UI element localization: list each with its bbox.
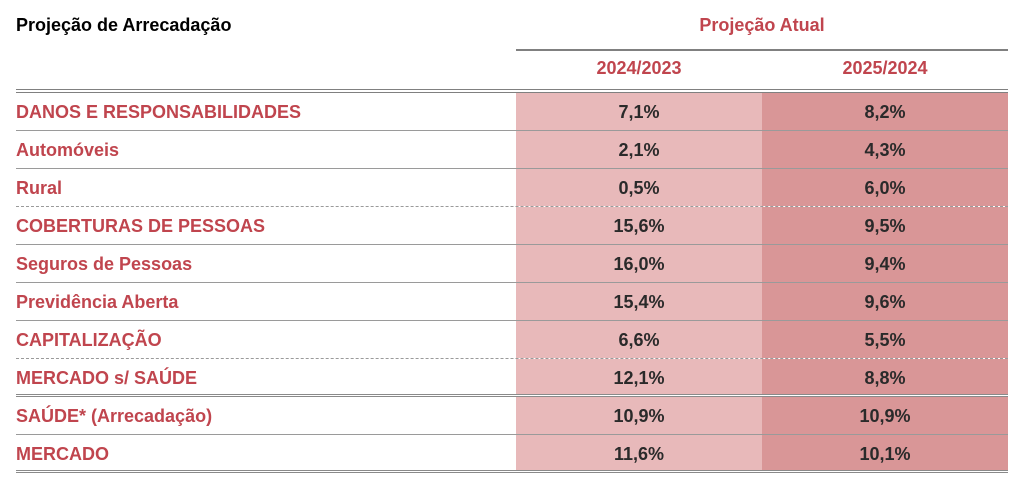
group-header-rule <box>516 49 1008 51</box>
cell-2024-2023: 16,0% <box>516 245 762 282</box>
cell-2024-2023: 0,5% <box>516 169 762 206</box>
table-row: DANOS E RESPONSABILIDADES 7,1% 8,2% <box>16 93 1008 131</box>
table-row: Seguros de Pessoas 16,0% 9,4% <box>16 245 1008 283</box>
cell-2024-2023: 10,9% <box>516 397 762 434</box>
cell-2024-2023: 15,4% <box>516 283 762 320</box>
cell-2024-2023: 2,1% <box>516 131 762 168</box>
cell-2025-2024: 4,3% <box>762 131 1008 168</box>
column-header-2024-2023: 2024/2023 <box>596 58 682 78</box>
cell-2025-2024: 10,9% <box>762 397 1008 434</box>
row-label: Automóveis <box>16 140 120 160</box>
cell-2024-2023: 6,6% <box>516 321 762 358</box>
row-label: Previdência Aberta <box>16 292 179 312</box>
table-body: DANOS E RESPONSABILIDADES 7,1% 8,2% Automóv… <box>16 93 1008 473</box>
header-rule-second <box>16 92 1008 93</box>
table-row: MERCADO s/ SAÚDE 12,1% 8,8% <box>16 359 1008 397</box>
cell-2024-2023: 11,6% <box>516 435 762 470</box>
row-label: COBERTURAS DE PESSOAS <box>16 216 266 236</box>
table-row: Rural 0,5% 6,0% <box>16 169 1008 207</box>
cell-2025-2024: 8,2% <box>762 93 1008 130</box>
cell-2025-2024: 8,8% <box>762 359 1008 394</box>
cell-2024-2023: 15,6% <box>516 207 762 244</box>
column-header-2025-2024: 2025/2024 <box>842 58 928 78</box>
cell-2025-2024: 5,5% <box>762 321 1008 358</box>
cell-2025-2024: 9,4% <box>762 245 1008 282</box>
row-label: Rural <box>16 178 63 198</box>
header-rule <box>16 89 1008 90</box>
row-label: SAÚDE* (Arrecadação) <box>16 406 213 426</box>
row-label: DANOS E RESPONSABILIDADES <box>16 102 302 122</box>
table-row: SAÚDE* (Arrecadação) 10,9% 10,9% <box>16 397 1008 435</box>
table-row: COBERTURAS DE PESSOAS 15,6% 9,5% <box>16 207 1008 245</box>
table-title: Projeção de Arrecadação <box>16 15 232 35</box>
row-label: CAPITALIZAÇÃO <box>16 330 162 350</box>
row-label: MERCADO <box>16 444 109 464</box>
row-label: MERCADO s/ SAÚDE <box>16 368 198 388</box>
cell-2025-2024: 6,0% <box>762 169 1008 206</box>
cell-2025-2024: 9,6% <box>762 283 1008 320</box>
cell-2025-2024: 9,5% <box>762 207 1008 244</box>
table-row: MERCADO 11,6% 10,1% <box>16 435 1008 473</box>
table-row: Previdência Aberta 15,4% 9,6% <box>16 283 1008 321</box>
cell-2025-2024: 10,1% <box>762 435 1008 470</box>
row-label: Seguros de Pessoas <box>16 254 193 274</box>
table-row: CAPITALIZAÇÃO 6,6% 5,5% <box>16 321 1008 359</box>
table-row: Automóveis 2,1% 4,3% <box>16 131 1008 169</box>
cell-2024-2023: 7,1% <box>516 93 762 130</box>
group-header: Projeção Atual <box>699 15 825 35</box>
cell-2024-2023: 12,1% <box>516 359 762 394</box>
